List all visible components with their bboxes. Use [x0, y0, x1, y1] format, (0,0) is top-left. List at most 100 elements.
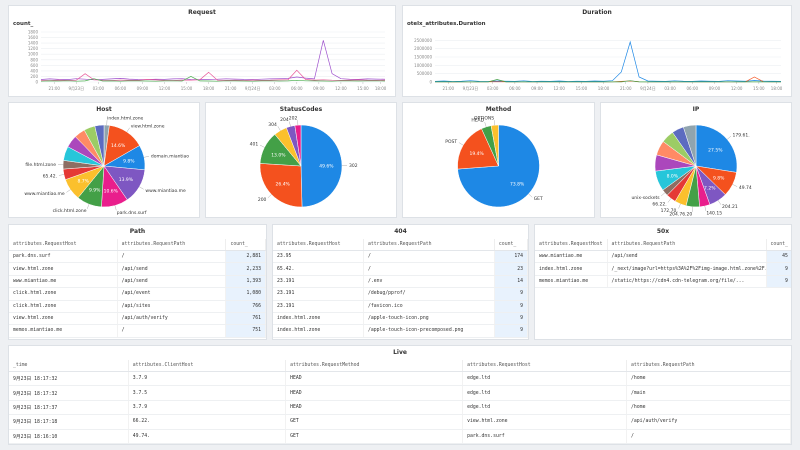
table-cell: 3.7.5	[128, 385, 287, 401]
table-cell: 23	[494, 262, 528, 276]
column-header: attributes.RequestMethod	[285, 360, 464, 372]
y-tick-label: 1800	[28, 30, 39, 35]
x-tick-label: 09:00	[313, 86, 325, 91]
slice-value-label: 13.9%	[119, 177, 134, 183]
slice-label: 140.15	[706, 210, 722, 216]
y-tick-label: 400	[30, 68, 38, 73]
table-row: index.html.zone/apple-touch-icon.png 9	[273, 312, 528, 326]
x-tick-label: 21:00	[620, 86, 632, 91]
404-panel: 404 attributes.RequestHost attributes.Requ…	[272, 224, 529, 340]
data-table: attributes.RequestHost attributes.Request…	[9, 239, 266, 338]
table-row: click.html.zone/api/sites 766	[9, 300, 266, 313]
table-cell: 9	[494, 287, 528, 301]
y-axis-label: count_	[13, 21, 33, 27]
slice-label: OPTIONS	[474, 116, 494, 122]
panel-title: StatusCodes	[279, 106, 323, 113]
x-tick-label: 15:00	[181, 86, 193, 91]
slice-label: view.html.zone	[131, 124, 165, 130]
y-tick-label: 200	[30, 74, 38, 79]
table-cell: 14	[494, 275, 528, 289]
slice-label: 200	[258, 197, 267, 203]
slice-value-label: 9.8%	[123, 159, 135, 165]
column-header: _time	[9, 360, 129, 372]
pie-slice	[695, 124, 738, 173]
x-tick-label: 06:00	[509, 86, 521, 91]
table-cell: 751	[225, 324, 266, 338]
slice-label: 49.74	[739, 185, 752, 191]
table-cell: 1,393	[225, 275, 266, 289]
table-cell: www.miantiao.me	[535, 250, 608, 264]
slice-label: HEAD	[471, 118, 484, 124]
panel-title: 404	[394, 228, 407, 235]
table-row: 23.95/174	[273, 250, 528, 264]
table-cell: HEAD	[285, 400, 464, 416]
slice-value-label: 14.6%	[111, 143, 126, 149]
panel-title: IP	[692, 106, 700, 113]
leader-line	[458, 142, 464, 146]
table-row: index.html.zone/_next/image?url=https%3A…	[535, 262, 791, 276]
x-tick-label: 15:00	[357, 86, 369, 91]
table-row: park.dns.surf/2,881	[9, 250, 266, 264]
table-cell: /apple-touch-icon.png	[363, 312, 495, 326]
x-tick-label: 21:00	[225, 86, 237, 91]
x-tick-label: 12:00	[159, 86, 171, 91]
slice-value-label: 10.6%	[104, 188, 119, 194]
host-panel: Host index.html.zone 14.6% view.html.zone 9.…	[8, 102, 200, 218]
x-tick-label: 9月24日	[245, 86, 261, 91]
x-tick-label: 03:00	[269, 86, 281, 91]
path-panel: Path attributes.RequestHost attributes.Req…	[8, 224, 267, 340]
table-cell: edge.ltd	[462, 385, 628, 401]
table-cell: /	[117, 324, 227, 338]
table-cell: edge.ltd	[462, 400, 628, 416]
table-cell: /api/auth/verify	[626, 414, 791, 430]
leader-line	[144, 156, 149, 158]
table-cell: GET	[285, 429, 464, 444]
y-tick-label: 0	[429, 80, 432, 85]
table-cell: park.dns.surf	[462, 429, 628, 444]
y-tick-label: 2500000	[414, 38, 432, 43]
table-row: view.html.zone/api/send 2,233	[9, 262, 266, 276]
leader-line	[289, 121, 291, 127]
table-row: www.miantiao.me/api/send 1,393	[9, 275, 266, 289]
table-row: index.html.zone/apple-touch-icon-precomp…	[273, 324, 528, 338]
table-cell: /apple-touch-icon-precomposed.png	[363, 324, 495, 338]
y-tick-label: 800	[30, 57, 38, 62]
chart: index.html.zone 14.6% view.html.zone 9.8% do…	[24, 116, 189, 216]
table-cell: park.dns.surf	[9, 250, 118, 264]
y-tick-label: 1400	[28, 41, 39, 46]
table-cell: 1,080	[225, 287, 266, 301]
table-cell: memos.miantiao.me	[9, 324, 118, 338]
slice-value-label: 9.8%	[713, 175, 725, 181]
table-cell: 766	[225, 300, 266, 313]
x-tick-label: 06:00	[291, 86, 303, 91]
leader-line	[678, 203, 681, 209]
table-cell: /api/event	[117, 287, 227, 301]
table-cell: 9月23日 18:17:37	[9, 400, 129, 416]
panel-title: Request	[188, 9, 216, 16]
table-cell: index.html.zone	[273, 312, 364, 326]
table-row: 9月23日 18:17:32 3.7.5 HEAD edge.ltd/main	[9, 385, 791, 401]
header-row: attributes.RequestHost attributes.Request…	[273, 239, 528, 251]
table-cell: 23.191	[273, 287, 364, 301]
y-tick-label: 1500000	[414, 55, 432, 60]
panel-title: Duration	[582, 9, 612, 16]
table-cell: 2,881	[225, 250, 266, 264]
y-tick-label: 2000000	[414, 46, 432, 51]
leader-line	[277, 126, 281, 131]
leader-line	[484, 122, 487, 127]
leader-line	[259, 144, 265, 148]
leader-line	[126, 127, 130, 133]
slice-value-label: 73.8%	[510, 181, 525, 187]
y-tick-label: 500000	[417, 71, 433, 76]
table-cell: 9	[766, 275, 791, 289]
panel-title: Live	[393, 349, 407, 356]
leader-line	[58, 174, 64, 176]
data-table: attributes.RequestHost attributes.Request…	[273, 239, 528, 338]
x-tick-label: 09:00	[137, 86, 149, 91]
table-cell: /api/send	[117, 262, 227, 276]
table-row: memos.miantiao.me/static/https://cdn4.cd…	[535, 275, 791, 289]
